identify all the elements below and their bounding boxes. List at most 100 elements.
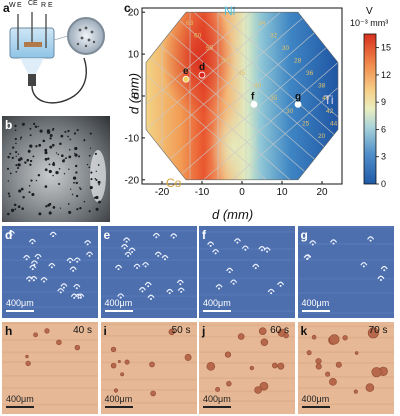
droplet-mark (7, 230, 15, 234)
droplet-mark (50, 266, 53, 269)
droplet-dot (59, 142, 62, 146)
bubble-mark (342, 335, 348, 341)
droplet-mark (279, 284, 282, 287)
droplet-dot (48, 211, 52, 215)
time-label: 70 s (368, 325, 388, 336)
droplet-dot (13, 203, 17, 207)
droplet-mark (260, 249, 263, 252)
bubble-mark (314, 358, 322, 365)
droplet-dot (46, 129, 51, 133)
droplet-dot (10, 208, 15, 213)
droplet-mark (40, 277, 48, 281)
bubble-mark (354, 351, 358, 355)
droplet-dot (60, 134, 64, 138)
droplet-dot (37, 173, 41, 177)
bubble-mark (271, 362, 278, 369)
droplet-dot (29, 127, 32, 130)
droplet-dot (79, 188, 82, 190)
x-tick-label: 20 (316, 187, 328, 198)
droplet-mark (37, 257, 40, 260)
droplet-dot (68, 168, 70, 170)
droplet-mark (84, 240, 92, 244)
colorbar (363, 33, 377, 185)
panel-g-label: g (300, 228, 308, 242)
droplet-dot (49, 202, 52, 205)
bubble-mark (206, 362, 216, 371)
droplet-dot (89, 186, 93, 190)
colorbar-tick-label: 6 (381, 124, 386, 134)
droplet-mark (125, 240, 128, 243)
droplet-dot (44, 151, 48, 155)
droplet-dot (94, 178, 97, 180)
droplet-mark (332, 242, 335, 245)
droplet-dot (73, 181, 75, 184)
composition-line (146, 12, 338, 180)
bubble-mark (353, 389, 358, 394)
bubble-mark (254, 386, 262, 394)
droplet-dot (34, 125, 38, 128)
droplet-mark (146, 285, 149, 288)
droplet-mark (308, 240, 316, 244)
bubble-mark (124, 359, 130, 365)
panel-h-label: h (5, 324, 13, 338)
scale-bar (6, 406, 34, 408)
droplet-dot (20, 187, 24, 191)
droplet-dot (48, 169, 52, 174)
droplet-mark (226, 267, 234, 272)
droplet-mark (152, 232, 160, 237)
contour-label: 36 (306, 70, 314, 77)
droplet-dot (42, 139, 46, 143)
composition-line (146, 12, 267, 180)
point-f (250, 100, 258, 108)
droplet-mark (329, 239, 337, 243)
droplet-mark (69, 261, 72, 264)
droplet-dot (95, 207, 99, 211)
droplet-dot (95, 195, 99, 200)
scale-bar (301, 406, 330, 408)
droplet-mark (70, 293, 78, 297)
y-tick-label: 20 (128, 8, 140, 19)
micrograph-e: e 400μm (100, 226, 197, 318)
droplet-mark (69, 266, 77, 270)
droplet-dot (8, 195, 11, 198)
droplet-dot (18, 189, 22, 193)
bubble-mark (168, 328, 175, 336)
droplet-mark (154, 251, 162, 256)
droplet-dot (75, 181, 79, 185)
bubble-mark (306, 350, 312, 356)
panel-a: a W E CE R E (0, 0, 110, 114)
droplet-dot (27, 159, 30, 161)
droplet-dot (37, 125, 40, 128)
droplet-mark (362, 265, 365, 268)
x-tick-label: -10 (195, 187, 210, 198)
droplet-mark (23, 255, 31, 259)
composition-line (146, 87, 338, 180)
droplet-mark (114, 264, 122, 269)
droplet-dot (52, 143, 55, 147)
point-label-d: d (199, 62, 205, 73)
droplet-mark (73, 283, 81, 288)
droplet-mark (10, 233, 13, 236)
droplet-mark (128, 247, 136, 252)
droplet-mark (31, 242, 34, 245)
contour-label: 40 (254, 83, 262, 90)
contour-label: 35 (270, 95, 278, 102)
panel-b: b (2, 116, 110, 222)
droplet-mark (277, 281, 285, 286)
micrograph-i: i 50 s 400μm (100, 322, 197, 414)
electrode-label-ce: CE (28, 0, 38, 7)
droplet-mark (263, 247, 271, 251)
contour-label: 28 (294, 57, 302, 64)
droplet-mark (270, 292, 273, 295)
droplet-mark (74, 293, 83, 297)
droplet-mark (123, 247, 126, 250)
scale-label: 400μm (301, 298, 330, 308)
droplet-dot (57, 153, 60, 156)
droplet-dot (83, 139, 86, 142)
droplet-dot (16, 166, 20, 170)
contour-label: 44 (330, 120, 338, 127)
droplet-dot (68, 155, 72, 159)
droplet-dot (20, 138, 22, 140)
droplet-mark (254, 267, 257, 270)
droplet-dot (48, 163, 51, 166)
